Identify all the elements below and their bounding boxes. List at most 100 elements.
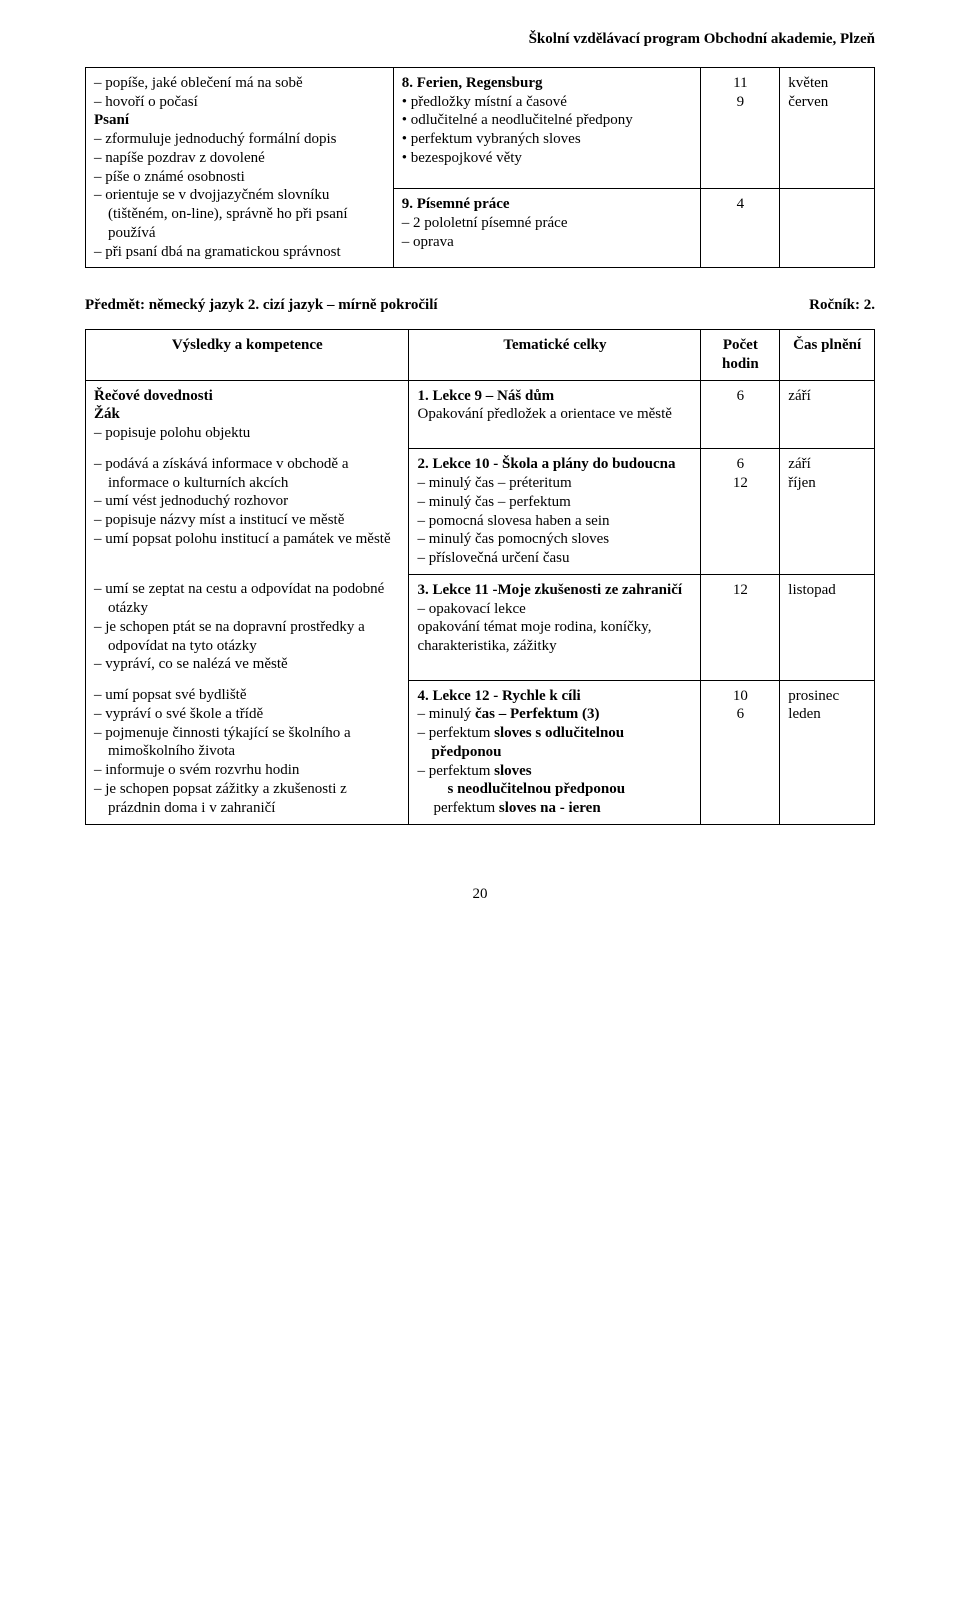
list-item: perfektum vybraných sloves	[416, 130, 693, 149]
topic-note: opakování témat moje rodina, koníčky, ch…	[417, 618, 692, 656]
list-item: pomocná slovesa haben a sein	[431, 512, 692, 531]
list-item: perfektum sloves s neodlučitelnou předpo…	[431, 762, 692, 800]
list-item: příslovečná určení času	[431, 549, 692, 568]
col-header: Počet hodin	[701, 330, 780, 381]
topic-heading: 3. Lekce 11 -Moje zkušenosti ze zahranič…	[417, 581, 692, 600]
list-item: hovoří o počasí	[108, 93, 385, 112]
list-item: vypráví, co se nalézá ve městě	[108, 655, 400, 674]
hours-cell: 12	[701, 574, 780, 680]
col-header: Čas plnění	[780, 330, 875, 381]
outcomes-cell: Řečové dovednosti Žák popisuje polohu ob…	[86, 380, 409, 449]
topic-heading: 9. Písemné práce	[402, 195, 693, 214]
hours-cell: 6 12	[701, 449, 780, 575]
list-item: popíše, jaké oblečení má na sobě	[108, 74, 385, 93]
hours-value: 11	[709, 74, 771, 93]
col-header: Tematické celky	[409, 330, 701, 381]
curriculum-table-2: Výsledky a kompetence Tematické celky Po…	[85, 329, 875, 825]
list-item: umí popsat své bydliště	[108, 686, 400, 705]
list-item: je schopen popsat zážitky a zkušenosti z…	[108, 780, 400, 818]
outcomes-cell: umí se zeptat na cestu a odpovídat na po…	[86, 574, 409, 680]
topic-heading: 2. Lekce 10 - Škola a plány do budoucna	[417, 455, 692, 474]
topic-note: Opakování předložek a orientace ve městě	[417, 405, 692, 424]
months-cell: listopad	[780, 574, 875, 680]
outcomes-cell: podává a získává informace v obchodě a i…	[86, 449, 409, 575]
list-item: minulý čas – préteritum	[431, 474, 692, 493]
subject-line: Předmět: německý jazyk 2. cizí jazyk – m…	[85, 296, 875, 315]
outcomes-cell: popíše, jaké oblečení má na sobě hovoří …	[86, 67, 394, 268]
hours-value: 6	[709, 387, 771, 406]
months-cell: prosinec leden	[780, 680, 875, 824]
list-item: opakovací lekce	[431, 600, 692, 619]
curriculum-table-1: popíše, jaké oblečení má na sobě hovoří …	[85, 67, 875, 269]
hours-cell: 6	[701, 380, 780, 449]
topic-cell: 3. Lekce 11 -Moje zkušenosti ze zahranič…	[409, 574, 701, 680]
list-item: je schopen ptát se na dopravní prostředk…	[108, 618, 400, 656]
months-cell	[780, 189, 875, 268]
list-item: pojmenuje činnosti týkající se školního …	[108, 724, 400, 762]
hours-value: 12	[709, 474, 771, 493]
hours-value: 12	[709, 581, 771, 600]
list-item: orientuje se v dvojjazyčném slovníku (ti…	[108, 186, 385, 242]
months-cell: září říjen	[780, 449, 875, 575]
topic-cell: 1. Lekce 9 – Náš dům Opakování předložek…	[409, 380, 701, 449]
hours-value: 10	[709, 687, 771, 706]
hours-value: 9	[709, 93, 771, 112]
list-item: umí vést jednoduchý rozhovor	[108, 492, 400, 511]
list-item: odlučitelné a neodlučitelné předpony	[416, 111, 693, 130]
list-item: perfektum sloves s odlučitelnou předpono…	[431, 724, 692, 762]
year-text: Ročník: 2.	[809, 296, 875, 315]
topic-heading: 4. Lekce 12 - Rychle k cíli	[417, 687, 692, 706]
topic-cell: 8. Ferien, Regensburg předložky místní a…	[393, 67, 701, 189]
hours-cell: 11 9	[701, 67, 780, 189]
section-heading: Psaní	[94, 111, 385, 130]
topic-heading: 8. Ferien, Regensburg	[402, 74, 693, 93]
col-header: Výsledky a kompetence	[86, 330, 409, 381]
list-item: vypráví o své škole a třídě	[108, 705, 400, 724]
section-heading: Řečové dovednosti	[94, 387, 400, 406]
topic-cell: 4. Lekce 12 - Rychle k cíli minulý čas –…	[409, 680, 701, 824]
list-item: minulý čas – Perfektum (3)	[431, 705, 692, 724]
months-cell: září	[780, 380, 875, 449]
list-item: minulý čas – perfektum	[431, 493, 692, 512]
section-heading: Žák	[94, 405, 400, 424]
list-item: zformuluje jednoduchý formální dopis	[108, 130, 385, 149]
hours-cell: 4	[701, 189, 780, 268]
list-item: 2 pololetní písemné práce	[416, 214, 693, 233]
hours-cell: 10 6	[701, 680, 780, 824]
list-item: umí popsat polohu institucí a památek ve…	[108, 530, 400, 549]
month-value: červen	[788, 93, 866, 112]
topic-heading: 1. Lekce 9 – Náš dům	[417, 387, 692, 406]
month-value: leden	[788, 705, 866, 724]
month-value: září	[788, 387, 866, 406]
months-cell: květen červen	[780, 67, 875, 189]
list-item: napíše pozdrav z dovolené	[108, 149, 385, 168]
running-head: Školní vzdělávací program Obchodní akade…	[85, 30, 875, 49]
subject-text: Předmět: německý jazyk 2. cizí jazyk – m…	[85, 296, 438, 315]
hours-value: 4	[709, 195, 771, 214]
list-item: bezespojkové věty	[416, 149, 693, 168]
list-item: informuje o svém rozvrhu hodin	[108, 761, 400, 780]
month-value: listopad	[788, 581, 866, 600]
list-item: perfektum sloves na - ieren	[417, 799, 692, 818]
list-item: popisuje názvy míst a institucí ve městě	[108, 511, 400, 530]
hours-value: 6	[709, 705, 771, 724]
list-item: předložky místní a časové	[416, 93, 693, 112]
list-item: píše o známé osobnosti	[108, 168, 385, 187]
hours-value: 6	[709, 455, 771, 474]
list-item: minulý čas pomocných sloves	[431, 530, 692, 549]
list-item: oprava	[416, 233, 693, 252]
table-header-row: Výsledky a kompetence Tematické celky Po…	[86, 330, 875, 381]
month-value: prosinec	[788, 687, 866, 706]
list-sub: s neodlučitelnou předponou	[431, 780, 692, 799]
list-item: při psaní dbá na gramatickou správnost	[108, 243, 385, 262]
list-item: popisuje polohu objektu	[108, 424, 400, 443]
month-value: září	[788, 455, 866, 474]
topic-cell: 2. Lekce 10 - Škola a plány do budoucna …	[409, 449, 701, 575]
month-value: květen	[788, 74, 866, 93]
outcomes-cell: umí popsat své bydliště vypráví o své šk…	[86, 680, 409, 824]
list-item: podává a získává informace v obchodě a i…	[108, 455, 400, 493]
page-number: 20	[85, 885, 875, 904]
topic-cell: 9. Písemné práce 2 pololetní písemné prá…	[393, 189, 701, 268]
month-value: říjen	[788, 474, 866, 493]
list-item: umí se zeptat na cestu a odpovídat na po…	[108, 580, 400, 618]
